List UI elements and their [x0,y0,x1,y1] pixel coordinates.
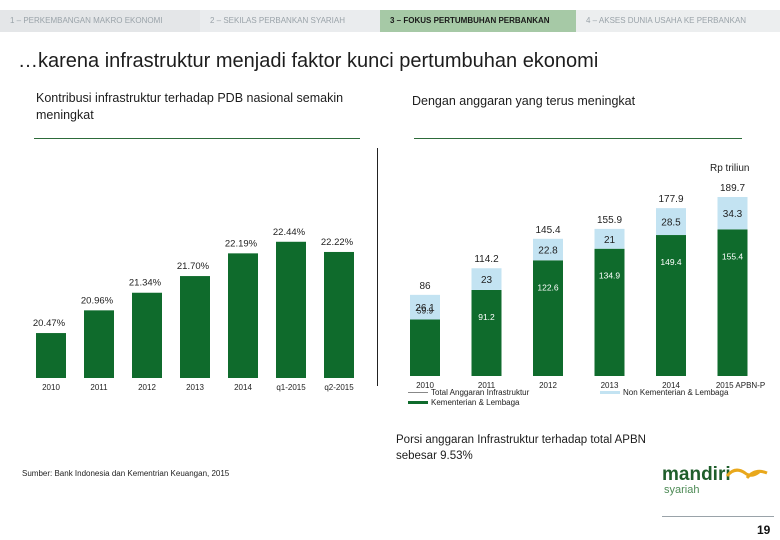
budget-non-kl-label: 23 [481,275,493,286]
gdp-bar [36,333,66,378]
gdp-value-label: 22.44% [273,227,306,238]
budget-bar-kl [717,229,748,376]
budget-total-label: 114.2 [474,254,499,265]
legend-total-label: Total Anggaran Infrastruktur [431,388,530,397]
budget-bar-non-kl [717,197,748,230]
logo-sub: syariah [664,484,700,496]
legend-non-kl-swatch [600,391,620,395]
source-note: Sumber: Bank Indonesia dan Kementrian Ke… [22,469,230,478]
budget-non-kl-label: 28.5 [661,218,681,229]
legend-kl-swatch [408,401,428,405]
gdp-x-tick: 2010 [42,383,60,392]
gdp-bar [276,241,306,378]
budget-bar-kl [533,260,563,376]
gdp-value-label: 21.70% [177,261,210,272]
legend-right: Non Kementerian & Lembaga [600,388,780,398]
nav-tab-fokus-pertumbuhan[interactable]: 3 – FOKUS PERTUMBUHAN PERBANKAN [380,10,576,32]
gdp-x-tick: q2-2015 [324,383,354,392]
gdp-bar [84,310,114,378]
budget-non-kl-label: 34.3 [723,209,743,220]
legend-line-swatch [408,392,428,394]
budget-total-label: 189.7 [720,183,745,194]
budget-kl-label: 155.4 [722,251,744,261]
budget-non-kl-label: 26.1 [415,303,435,314]
gdp-bar [180,276,210,378]
gdp-x-tick: q1-2015 [276,383,306,392]
gdp-value-label: 22.22% [321,237,354,248]
section-navigation: 1 – PERKEMBANGAN MAKRO EKONOMI 2 – SEKIL… [0,10,780,32]
infrastructure-budget-chart: 59.926.1 86 2010 91.2 23 114.2 2011 122.6 22.8 14… [410,183,765,390]
budget-x-tick: 2014 [662,381,680,390]
budget-bar-non-kl [410,294,440,320]
left-divider-rule [34,138,360,139]
budget-non-kl-label: 21 [604,235,616,246]
budget-kl-label: 91.2 [478,312,495,322]
budget-total-label: 177.9 [658,194,683,205]
budget-x-tick: 2010 [416,381,434,390]
logo-swoosh-icon [725,468,768,479]
gdp-value-label: 21.34% [129,278,162,289]
nav-tab-makro[interactable]: 1 – PERKEMBANGAN MAKRO EKONOMI [0,10,200,32]
gdp-value-label: 20.47% [33,318,66,329]
gdp-bar [324,251,354,378]
budget-total-label: 145.4 [535,225,560,236]
legend-kl-label: Kementerian & Lembaga [431,398,520,407]
budget-bar-kl [410,319,440,376]
budget-x-tick: 2012 [539,381,557,390]
gdp-contribution-chart: 20.47% 2010 20.96% 2011 21.34% 2012 21.70% 2013… [33,227,354,392]
right-divider-rule [414,138,742,139]
budget-bar-kl [594,248,625,376]
budget-non-kl-label: 22.8 [538,246,558,257]
right-chart-subtitle: Dengan anggaran yang terus meningkat [412,94,636,108]
gdp-bar [228,253,258,378]
budget-total-label: 86 [419,281,431,292]
left-chart-subtitle: Kontribusi infrastruktur terhadap PDB na… [36,91,344,122]
gdp-bar [132,292,162,378]
legend-non-kl-label: Non Kementerian & Lembaga [623,388,729,397]
budget-bar-non-kl [594,228,625,249]
budget-x-tick: 2011 [478,381,496,390]
gdp-x-tick: 2013 [186,383,204,392]
budget-total-label: 155.9 [597,215,622,226]
gdp-value-label: 20.96% [81,295,114,306]
legend-left: Total Anggaran Infrastruktur Kementerian… [408,388,578,408]
budget-bar-non-kl [656,208,686,236]
logo-rule [662,516,774,517]
mandiri-syariah-logo: mandiri syariah [662,464,772,504]
logo-brand: mandiri [662,464,731,485]
budget-x-tick: 2013 [601,381,619,390]
gdp-x-tick: 2012 [138,383,156,392]
page-title: …karena infrastruktur menjadi faktor kun… [18,50,599,72]
budget-bar-non-kl [471,268,502,290]
budget-x-tick: 2015 APBN-P [716,381,765,390]
unit-label: Rp triliun [710,163,750,174]
budget-kl-label: 59.9 [417,305,434,315]
gdp-value-label: 22.19% [225,238,258,249]
budget-bar-kl [656,235,686,376]
nav-tab-perbankan-syariah[interactable]: 2 – SEKILAS PERBANKAN SYARIAH [200,10,380,32]
gdp-x-tick: 2014 [234,383,252,392]
page-number: 19 [757,523,771,537]
chart-separator [377,148,378,386]
budget-share-note: Porsi anggaran Infrastruktur terhadap to… [396,434,646,462]
budget-bar-kl [471,289,502,376]
budget-kl-label: 134.9 [599,271,621,281]
budget-kl-label: 122.6 [537,282,559,292]
budget-kl-label: 149.4 [660,257,682,267]
gdp-x-tick: 2011 [90,383,108,392]
nav-tab-akses-dunia-usaha[interactable]: 4 – AKSES DUNIA USAHA KE PERBANKAN [576,10,780,32]
budget-bar-non-kl [533,238,563,261]
